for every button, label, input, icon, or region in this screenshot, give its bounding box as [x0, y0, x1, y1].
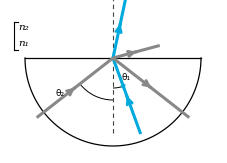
- Text: θ₂: θ₂: [55, 89, 64, 98]
- Text: n₁: n₁: [18, 39, 29, 48]
- Text: n₂: n₂: [18, 23, 29, 32]
- Text: θ₁: θ₁: [121, 73, 130, 82]
